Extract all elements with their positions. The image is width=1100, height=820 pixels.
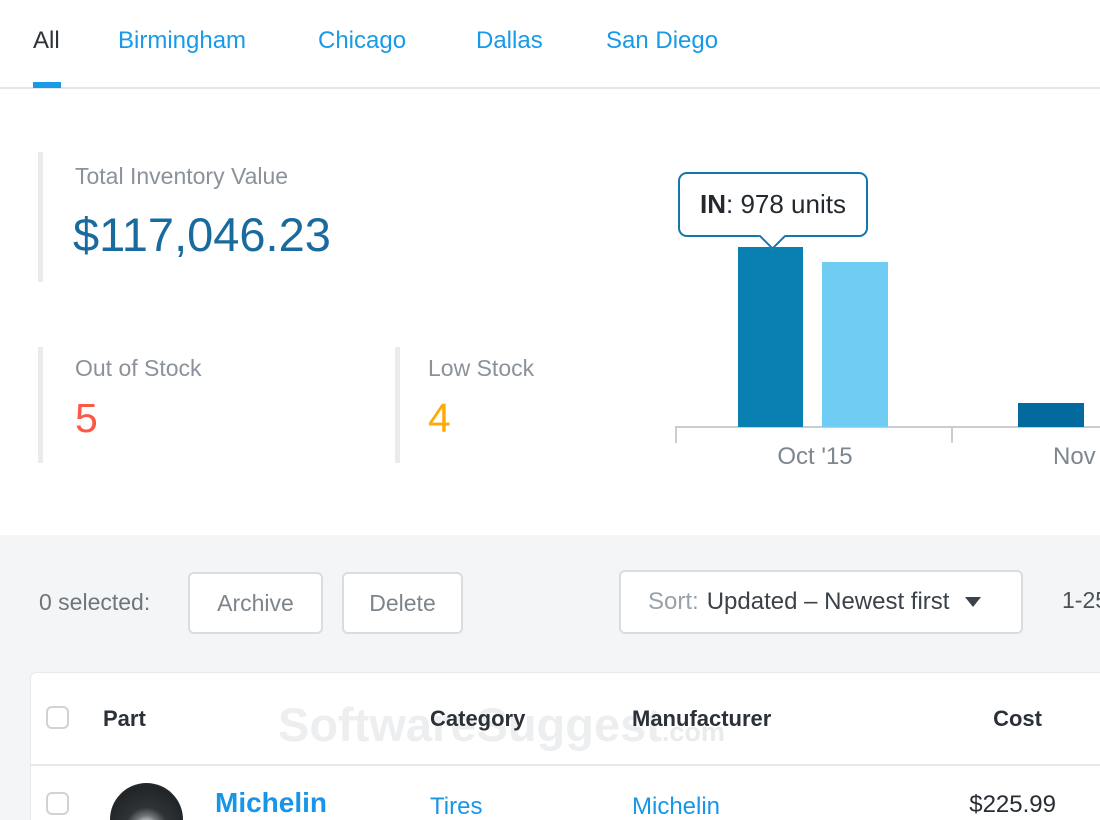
tab-san-diego[interactable]: San Diego: [606, 27, 719, 54]
active-tab-underline: [33, 82, 61, 88]
tab-all[interactable]: All: [33, 27, 60, 54]
out-of-stock-value: 5: [75, 395, 98, 441]
select-all-checkbox[interactable]: [46, 706, 69, 729]
chart-bar-out-oct[interactable]: [822, 262, 888, 427]
part-link[interactable]: Michelin: [215, 787, 328, 818]
selected-count-label: 0 selected:: [39, 589, 151, 615]
stat-accent-bar: [38, 152, 43, 282]
tooltip-value-text: : 978 units: [726, 189, 846, 219]
chart-tick: [675, 426, 677, 443]
sort-dropdown[interactable]: Sort: Updated – Newest first: [619, 570, 1023, 634]
column-header-category[interactable]: Category: [430, 706, 526, 731]
manufacturer-link[interactable]: Michelin: [632, 793, 721, 820]
category-link[interactable]: Tires: [430, 793, 483, 820]
row-divider: [31, 764, 1100, 766]
chart-tick: [951, 426, 953, 443]
cost-value: $225.99: [969, 791, 1056, 818]
part-thumbnail[interactable]: [103, 772, 187, 820]
chart-category-oct: Oct '15: [777, 443, 853, 470]
low-stock-value: 4: [428, 395, 451, 441]
location-tabbar: All Birmingham Chicago Dallas San Diego: [0, 0, 1100, 89]
column-header-manufacturer[interactable]: Manufacturer: [632, 706, 772, 731]
sort-selected-value: Updated – Newest first: [706, 588, 950, 615]
column-header-cost[interactable]: Cost: [993, 706, 1042, 731]
tab-dallas[interactable]: Dallas: [476, 27, 543, 54]
tab-chicago[interactable]: Chicago: [318, 27, 407, 54]
low-stock-label: Low Stock: [428, 355, 535, 381]
stat-accent-bar: [395, 347, 400, 463]
stat-accent-bar: [38, 347, 43, 463]
chart-bar-in-oct[interactable]: [738, 247, 803, 427]
column-header-part[interactable]: Part: [103, 706, 146, 731]
parts-table-card: [30, 672, 1100, 820]
out-of-stock-label: Out of Stock: [75, 355, 202, 381]
pagination-range-label: 1-25: [1062, 587, 1100, 613]
tire-image: [110, 783, 183, 820]
chart-bar-in-nov[interactable]: [1018, 403, 1084, 427]
chart-category-nov: Nov '15: [1053, 443, 1100, 470]
chart-x-axis: [675, 426, 1100, 428]
archive-button[interactable]: Archive: [188, 572, 323, 634]
sort-prefix-label: Sort:: [648, 588, 699, 615]
delete-button[interactable]: Delete: [342, 572, 463, 634]
tooltip-series-label: IN: [700, 189, 726, 219]
total-inventory-value: $117,046.23: [73, 208, 331, 261]
tab-birmingham[interactable]: Birmingham: [118, 27, 247, 54]
total-inventory-label: Total Inventory Value: [75, 163, 289, 189]
chevron-down-icon: [965, 597, 982, 607]
row-checkbox[interactable]: [46, 792, 69, 815]
